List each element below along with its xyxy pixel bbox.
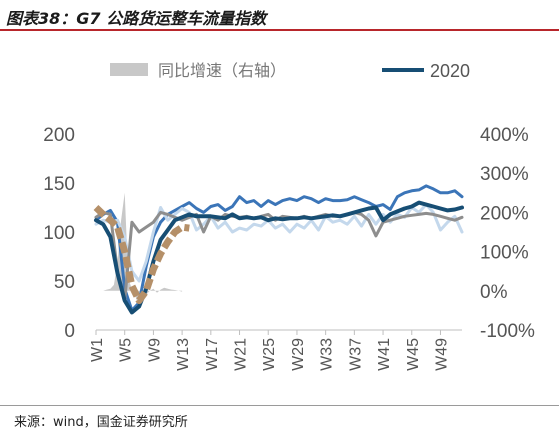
- x-tick-label: W17: [204, 338, 221, 371]
- series-line-dashed: [93, 204, 190, 305]
- x-tick-label: W25: [261, 338, 278, 371]
- x-tick-label: W37: [347, 338, 364, 371]
- left-y-tick-label: 100: [43, 223, 75, 244]
- chart-title: 图表38：G7 公路货运整车流量指数: [6, 9, 267, 28]
- x-tick-label: W49: [433, 338, 450, 371]
- right-y-tick-label: 300%: [480, 164, 529, 185]
- left-y-tick-label: 50: [54, 272, 75, 293]
- left-y-tick-label: 200: [43, 125, 75, 146]
- right-y-tick-label: -100%: [480, 321, 535, 342]
- x-tick-label: W9: [146, 338, 163, 362]
- left-y-tick-label: 0: [64, 321, 75, 342]
- series-line-2020: [94, 200, 464, 315]
- source-note: 来源：wind，国金证券研究所: [14, 415, 188, 430]
- right-y-tick-label: 400%: [480, 125, 529, 146]
- x-tick-label: W5: [118, 338, 135, 362]
- x-tick-label: W29: [290, 338, 307, 371]
- x-tick-label: W33: [319, 338, 336, 371]
- title-divider: [0, 29, 559, 31]
- x-tick-label: W45: [405, 338, 422, 371]
- legend-label-yoy: 同比增速（右轴）: [158, 61, 286, 80]
- legend-label-2020: 2020: [430, 61, 470, 81]
- right-y-tick-label: 0%: [480, 282, 508, 303]
- title-bar: 图表38：G7 公路货运整车流量指数: [0, 0, 559, 31]
- series-line-1: [94, 184, 464, 312]
- x-tick-label: W41: [376, 338, 393, 371]
- legend-swatch-yoy: [110, 63, 148, 76]
- x-tick-label: W13: [175, 338, 192, 371]
- chart-area: 0 50 100 150 200 -100% 0% 100% 200% 300% 400% W1 W5 W…: [43, 61, 535, 371]
- x-tick-label: W21: [233, 338, 250, 371]
- x-tick-label: W1: [89, 338, 106, 362]
- left-y-tick-label: 150: [43, 174, 75, 195]
- source-divider: [0, 405, 559, 406]
- right-y-tick-label: 100%: [480, 243, 529, 264]
- right-y-tick-label: 200%: [480, 203, 529, 224]
